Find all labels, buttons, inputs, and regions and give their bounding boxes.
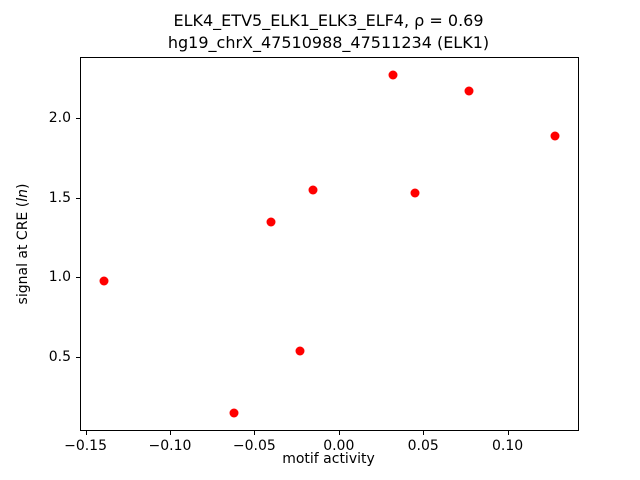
y-axis-label: signal at CRE (ln) (15, 144, 31, 344)
y-tick-label: 1.0 (48, 269, 71, 286)
x-tick-label: 0.10 (492, 438, 524, 454)
y-tick-mark (76, 197, 80, 199)
data-point (410, 188, 420, 198)
data-point (266, 217, 276, 227)
x-tick-mark (507, 431, 509, 435)
x-tick-label: −0.15 (64, 438, 107, 454)
x-tick-label: 0.00 (323, 438, 355, 454)
x-tick-mark (338, 431, 340, 435)
y-tick-mark (76, 357, 80, 359)
data-point (308, 185, 318, 195)
x-axis-label: motif activity (282, 451, 375, 467)
y-tick-label: 1.5 (48, 189, 71, 206)
y-tick-mark (76, 117, 80, 119)
data-point (99, 276, 109, 286)
y-axis-label-italic: ln (15, 189, 31, 202)
data-point (550, 131, 560, 141)
y-tick-label: 2.0 (48, 109, 71, 126)
data-point (388, 70, 398, 80)
x-tick-mark (169, 431, 171, 435)
plot-area: −0.15 −0.10 −0.05 0.00 0.05 0.10 0.5 1.0 1.5 2.0 (49, 57, 579, 454)
data-point (229, 408, 239, 418)
data-point (295, 346, 305, 356)
chart-title-line2: hg19_chrX_47510988_47511234 (ELK1) (167, 33, 490, 52)
x-tick-label: −0.10 (148, 438, 192, 454)
chart-title-line1: ELK4_ETV5_ELK1_ELK3_ELF4, ρ = 0.69 (173, 11, 484, 30)
y-axis-label-prefix: signal at CRE ( (15, 201, 31, 305)
x-tick-mark (85, 431, 87, 435)
x-tick-mark (423, 431, 425, 435)
y-tick-label: 0.5 (48, 349, 71, 366)
x-tick-mark (254, 431, 256, 435)
chart-title: ELK4_ETV5_ELK1_ELK3_ELF4, ρ = 0.69 hg19_… (80, 10, 577, 54)
x-tick-label: 0.05 (407, 438, 439, 454)
y-axis-label-suffix: ) (15, 183, 31, 190)
y-tick-mark (76, 277, 80, 279)
data-point (464, 86, 474, 96)
x-tick-label: −0.05 (232, 438, 276, 454)
